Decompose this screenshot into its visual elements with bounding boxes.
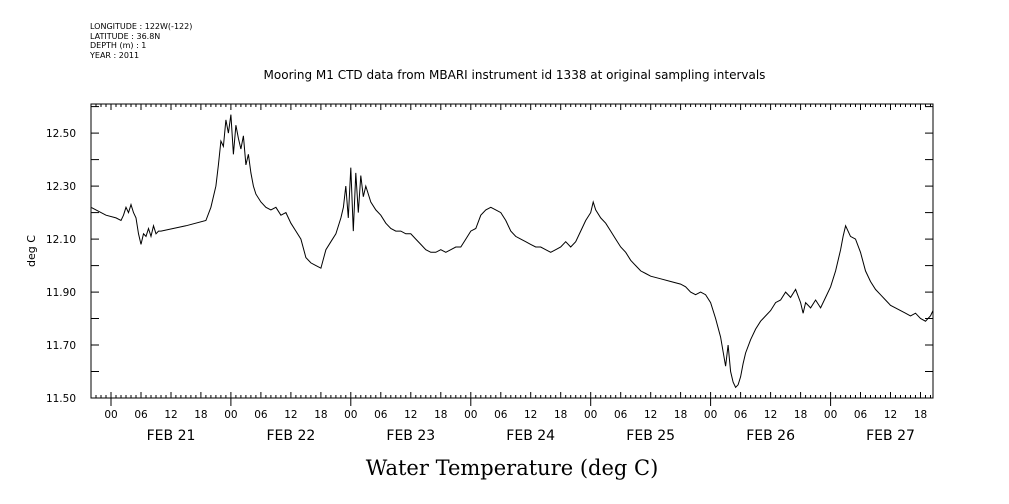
x-tick-label: 18	[434, 409, 447, 421]
x-tick-label: 06	[854, 409, 868, 421]
depth-label: DEPTH (m) : 1	[90, 41, 147, 50]
x-tick-label: 12	[284, 409, 297, 421]
x-tick-label: 12	[164, 409, 177, 421]
y-tick-label: 11.50	[46, 393, 76, 405]
x-tick-label: 12	[404, 409, 417, 421]
x-tick-label: 06	[614, 409, 628, 421]
latitude-label: LATITUDE : 36.8N	[90, 31, 161, 41]
x-tick-label: 00	[224, 409, 237, 421]
y-axis-title: deg C	[25, 235, 38, 267]
chart-title: Mooring M1 CTD data from MBARI instrumen…	[263, 68, 766, 82]
x-tick-label: 00	[584, 409, 597, 421]
x-tick-label: 06	[134, 409, 148, 421]
date-label: FEB 27	[866, 428, 915, 444]
x-tick-label: 12	[884, 409, 897, 421]
tick-group	[90, 104, 933, 406]
y-tick-label: 12.10	[46, 234, 76, 246]
date-label: FEB 25	[626, 428, 675, 444]
y-tick-label: 11.70	[46, 340, 76, 352]
x-tick-label: 06	[494, 409, 508, 421]
temperature-line	[90, 114, 934, 389]
date-label: FEB 22	[267, 428, 316, 444]
x-axis-title: Water Temperature (deg C)	[366, 456, 659, 480]
date-label: FEB 26	[746, 428, 795, 444]
x-tick-label: 06	[374, 409, 388, 421]
x-tick-label: 00	[704, 409, 717, 421]
date-label: FEB 23	[386, 428, 435, 444]
x-tick-label: 18	[314, 409, 327, 421]
plot-frame	[90, 103, 934, 399]
longitude-label: LONGITUDE : 122W(-122)	[90, 22, 193, 31]
x-tick-label: 00	[464, 409, 477, 421]
x-tick-label: 12	[644, 409, 657, 421]
date-label: FEB 24	[506, 428, 555, 444]
x-tick-label: 18	[914, 409, 927, 421]
x-tick-label: 00	[104, 409, 117, 421]
x-tick-label: 06	[734, 409, 748, 421]
x-tick-label: 00	[344, 409, 357, 421]
date-label: FEB 21	[147, 428, 196, 444]
x-tick-label: 18	[554, 409, 567, 421]
year-label: YEAR : 2011	[90, 50, 140, 60]
x-tick-label: 18	[674, 409, 687, 421]
label-group: 00 06 12 18 00 06 12 18 00 06 12 18 00 06 12 18 00 06 12 18…	[46, 128, 927, 444]
x-tick-label: 12	[764, 409, 777, 421]
x-tick-label: 18	[194, 409, 207, 421]
x-tick-label: 18	[794, 409, 807, 421]
x-tick-label: 00	[824, 409, 837, 421]
y-tick-label: 11.90	[46, 287, 76, 299]
metadata-block: LONGITUDE : 122W(-122) LATITUDE : 36.8N …	[90, 22, 192, 60]
y-tick-label: 12.50	[46, 128, 76, 140]
x-tick-label: 06	[254, 409, 268, 421]
y-tick-label: 12.30	[46, 181, 76, 193]
x-tick-label: 12	[524, 409, 537, 421]
